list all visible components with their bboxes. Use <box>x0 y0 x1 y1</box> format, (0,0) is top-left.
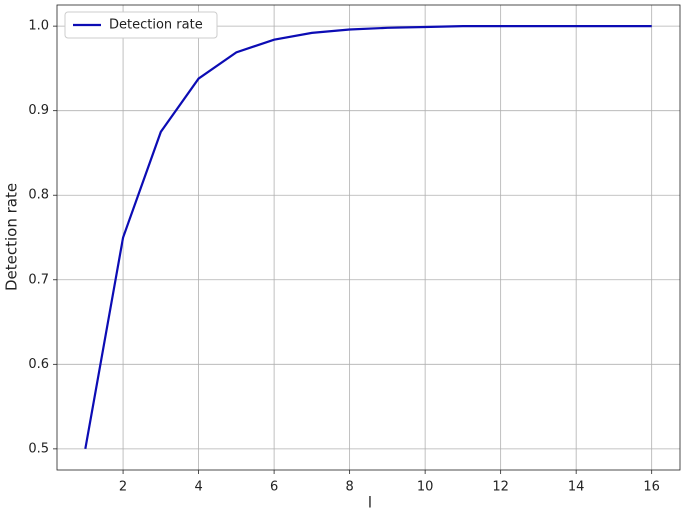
y-tick-label: 0.8 <box>28 188 49 203</box>
legend-box <box>64 11 218 39</box>
y-tick-label: 0.9 <box>28 103 49 118</box>
data-line <box>84 25 652 450</box>
x-tick-label: 4 <box>194 480 202 495</box>
y-tick-label: 0.6 <box>28 357 49 372</box>
plot-frame <box>56 4 681 471</box>
x-tick-label: 6 <box>270 480 278 495</box>
y-tick-label: 0.5 <box>28 441 49 456</box>
x-tick-label: 10 <box>417 480 434 495</box>
x-tick-label: 2 <box>119 480 127 495</box>
y-axis-label: Detection rate <box>3 183 21 291</box>
x-tick-label: 8 <box>345 480 353 495</box>
x-tick-label: 12 <box>492 480 509 495</box>
x-tick-label: 16 <box>643 480 660 495</box>
y-tick-label: 1.0 <box>28 19 49 34</box>
x-axis-label: l <box>368 494 372 512</box>
y-tick-label: 0.7 <box>28 272 49 287</box>
legend-label: Detection rate <box>109 18 203 33</box>
x-tick-label: 14 <box>568 480 585 495</box>
